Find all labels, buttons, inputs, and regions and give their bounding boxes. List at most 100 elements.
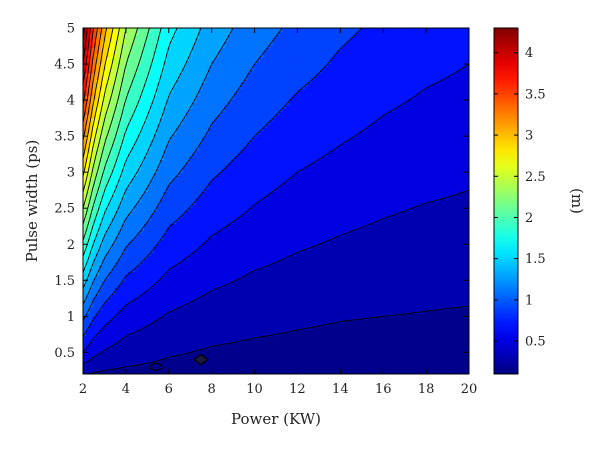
contour-cell (137, 329, 142, 333)
contour-cell (202, 293, 206, 298)
contour-cell (86, 303, 91, 308)
contour-cell (391, 335, 396, 340)
contour-cell (401, 300, 406, 305)
contour-cell (411, 309, 415, 314)
contour-cell (372, 319, 377, 324)
contour-cell (256, 325, 261, 330)
contour-cell (214, 364, 219, 369)
contour-cell (308, 255, 312, 260)
contour-cell (314, 357, 319, 362)
contour-cell (121, 332, 126, 337)
contour-cell (105, 313, 110, 317)
contour-cell (301, 277, 306, 282)
contour-cell (105, 287, 110, 292)
contour-cell (423, 287, 428, 292)
contour-cell (131, 341, 136, 346)
contour-cell (452, 322, 457, 327)
contour-cell (118, 313, 123, 317)
contour-cell (327, 313, 332, 317)
contour-cell (385, 261, 390, 266)
contour-cell (259, 370, 264, 374)
contour-cell (436, 277, 441, 282)
contour-cell (192, 332, 197, 337)
contour-cell (150, 277, 155, 282)
contour-cell (391, 316, 396, 321)
contour-cell (333, 364, 338, 369)
contour-cell (89, 271, 94, 276)
contour-cell (137, 306, 142, 311)
contour-cell (324, 249, 329, 253)
contour-cell (298, 338, 303, 343)
contour-cell (150, 290, 155, 295)
contour-cell (324, 309, 329, 314)
contour-cell (301, 293, 306, 298)
contour-cell (321, 284, 325, 289)
contour-cell (446, 329, 451, 333)
contour-cell (282, 329, 287, 333)
contour-cell (356, 290, 361, 295)
contour-cell (99, 281, 103, 285)
contour-cell (411, 245, 415, 250)
contour-cell (292, 242, 296, 247)
contour-cell (372, 252, 377, 257)
contour-cell (288, 361, 293, 365)
contour-cell (208, 261, 213, 266)
contour-cell (121, 274, 126, 279)
contour-cell (356, 351, 361, 356)
contour-cell (121, 354, 126, 359)
contour-cell (420, 351, 425, 356)
contour-cell (292, 367, 296, 372)
contour-cell (430, 293, 435, 298)
contour-cell (195, 316, 200, 321)
contour-cell (237, 354, 242, 359)
contour-cell (459, 293, 464, 298)
contour-cell (153, 297, 158, 301)
contour-cell (150, 322, 155, 327)
contour-cell (285, 293, 290, 298)
contour-cell (436, 290, 441, 295)
contour-cell (131, 290, 136, 295)
contour-cell (285, 261, 290, 266)
contour-cell (385, 367, 390, 372)
contour-cell (173, 287, 177, 292)
contour-cell (465, 300, 469, 305)
contour-cell (237, 367, 242, 372)
contour-cell (83, 357, 87, 362)
contour-cell (366, 277, 370, 282)
contour-cell (144, 341, 148, 346)
contour-cell (382, 351, 386, 356)
contour-cell (349, 290, 354, 295)
contour-cell (292, 290, 296, 295)
contour-cell (456, 258, 460, 263)
contour-cell (462, 252, 467, 257)
contour-cell (99, 277, 103, 282)
contour-cell (269, 300, 274, 305)
contour-cell (456, 255, 460, 260)
contour-cell (404, 335, 409, 340)
contour-cell (263, 284, 267, 289)
contour-cell (298, 325, 303, 330)
contour-cell (185, 354, 190, 359)
contour-cell (176, 322, 181, 327)
contour-cell (121, 300, 126, 305)
contour-cell (105, 297, 110, 301)
contour-cell (131, 271, 136, 276)
contour-cell (137, 287, 142, 292)
contour-cell (340, 258, 345, 263)
contour-cell (124, 345, 129, 349)
contour-cell (214, 335, 219, 340)
contour-cell (398, 370, 403, 374)
contour-cell (182, 268, 187, 273)
contour-cell (134, 249, 139, 253)
contour-cell (102, 249, 107, 253)
contour-cell (99, 303, 103, 308)
contour-cell (234, 268, 238, 273)
contour-cell (340, 364, 345, 369)
contour-cell (147, 300, 152, 305)
contour-cell (205, 271, 210, 276)
contour-cell (276, 245, 280, 250)
contour-cell (182, 309, 187, 314)
contour-cell (382, 354, 386, 359)
contour-cell (263, 322, 267, 327)
contour-cell (398, 287, 403, 292)
